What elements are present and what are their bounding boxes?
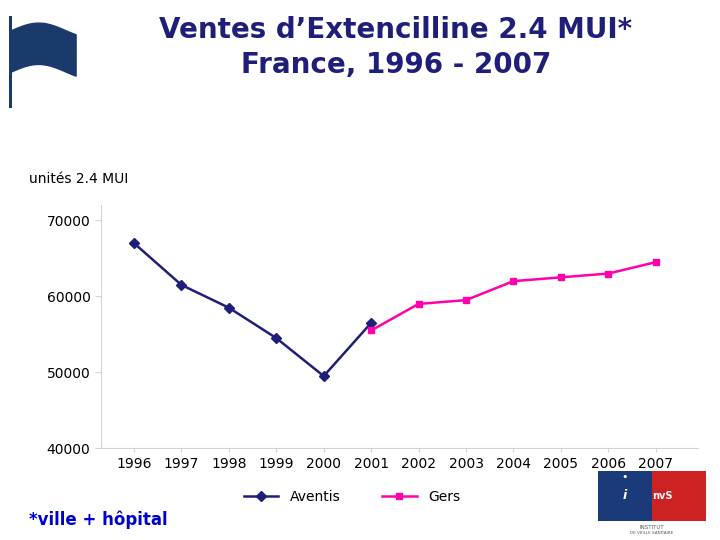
- Text: INSTITUT: INSTITUT: [639, 525, 664, 530]
- Polygon shape: [652, 471, 706, 521]
- Bar: [9, 16, 12, 108]
- Text: unités 2.4 MUI: unités 2.4 MUI: [29, 172, 128, 186]
- Text: nvS: nvS: [652, 491, 672, 501]
- Text: •: •: [621, 472, 628, 482]
- Text: Ventes d’Extencilline 2.4 MUI*
France, 1996 - 2007: Ventes d’Extencilline 2.4 MUI* France, 1…: [159, 16, 633, 79]
- Text: DE VEILLE SANITAIRE: DE VEILLE SANITAIRE: [630, 531, 673, 535]
- Text: i: i: [623, 489, 626, 503]
- Bar: [598, 471, 652, 521]
- Legend: Aventis, Gers: Aventis, Gers: [238, 484, 465, 509]
- Text: *ville + hôpital: *ville + hôpital: [29, 511, 168, 529]
